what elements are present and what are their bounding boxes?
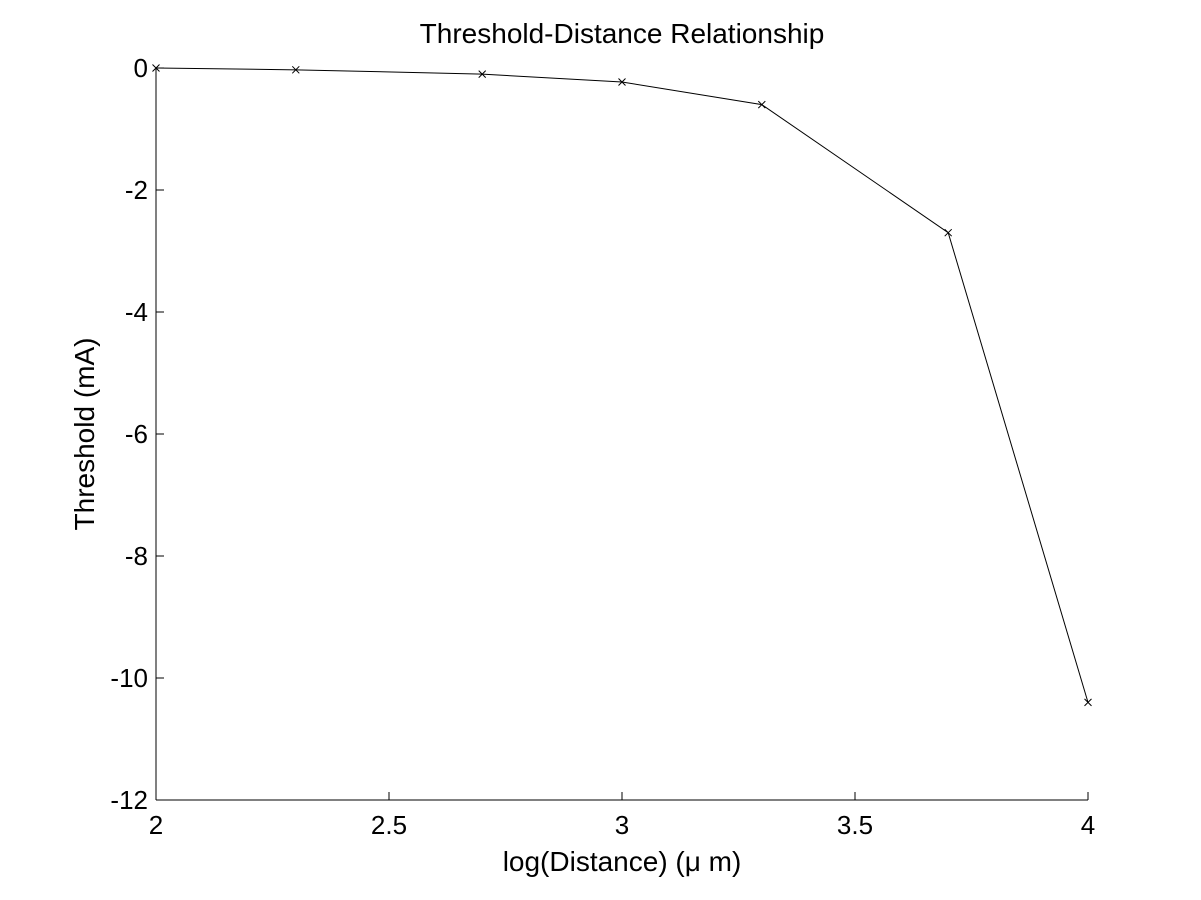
data-point-marker xyxy=(291,65,300,74)
data-point-marker xyxy=(1084,698,1092,707)
data-point-marker xyxy=(757,100,766,109)
y-tick-label: 0 xyxy=(134,53,148,83)
x-tick-label: 3 xyxy=(615,810,629,840)
data-point-marker xyxy=(152,64,160,72)
y-tick-label: -2 xyxy=(125,175,148,205)
y-axis-label: Threshold (mA) xyxy=(69,337,100,531)
y-tick-label: -4 xyxy=(125,297,148,327)
x-tick-label: 2.5 xyxy=(371,810,407,840)
y-tick-label: -10 xyxy=(110,663,148,693)
data-point-marker xyxy=(618,78,626,86)
x-tick-label: 4 xyxy=(1081,810,1095,840)
data-point-marker xyxy=(944,228,953,237)
chart-title: Threshold-Distance Relationship xyxy=(419,18,825,49)
y-tick-label: -6 xyxy=(125,419,148,449)
data-point-marker xyxy=(478,70,487,78)
series-line xyxy=(155,67,1089,703)
x-axis-label: log(Distance) (μ m) xyxy=(502,846,742,877)
y-tick-label: -8 xyxy=(125,541,148,571)
x-tick-label: 3.5 xyxy=(837,810,873,840)
y-tick-label: -12 xyxy=(110,785,148,815)
x-tick-label: 2 xyxy=(149,810,163,840)
